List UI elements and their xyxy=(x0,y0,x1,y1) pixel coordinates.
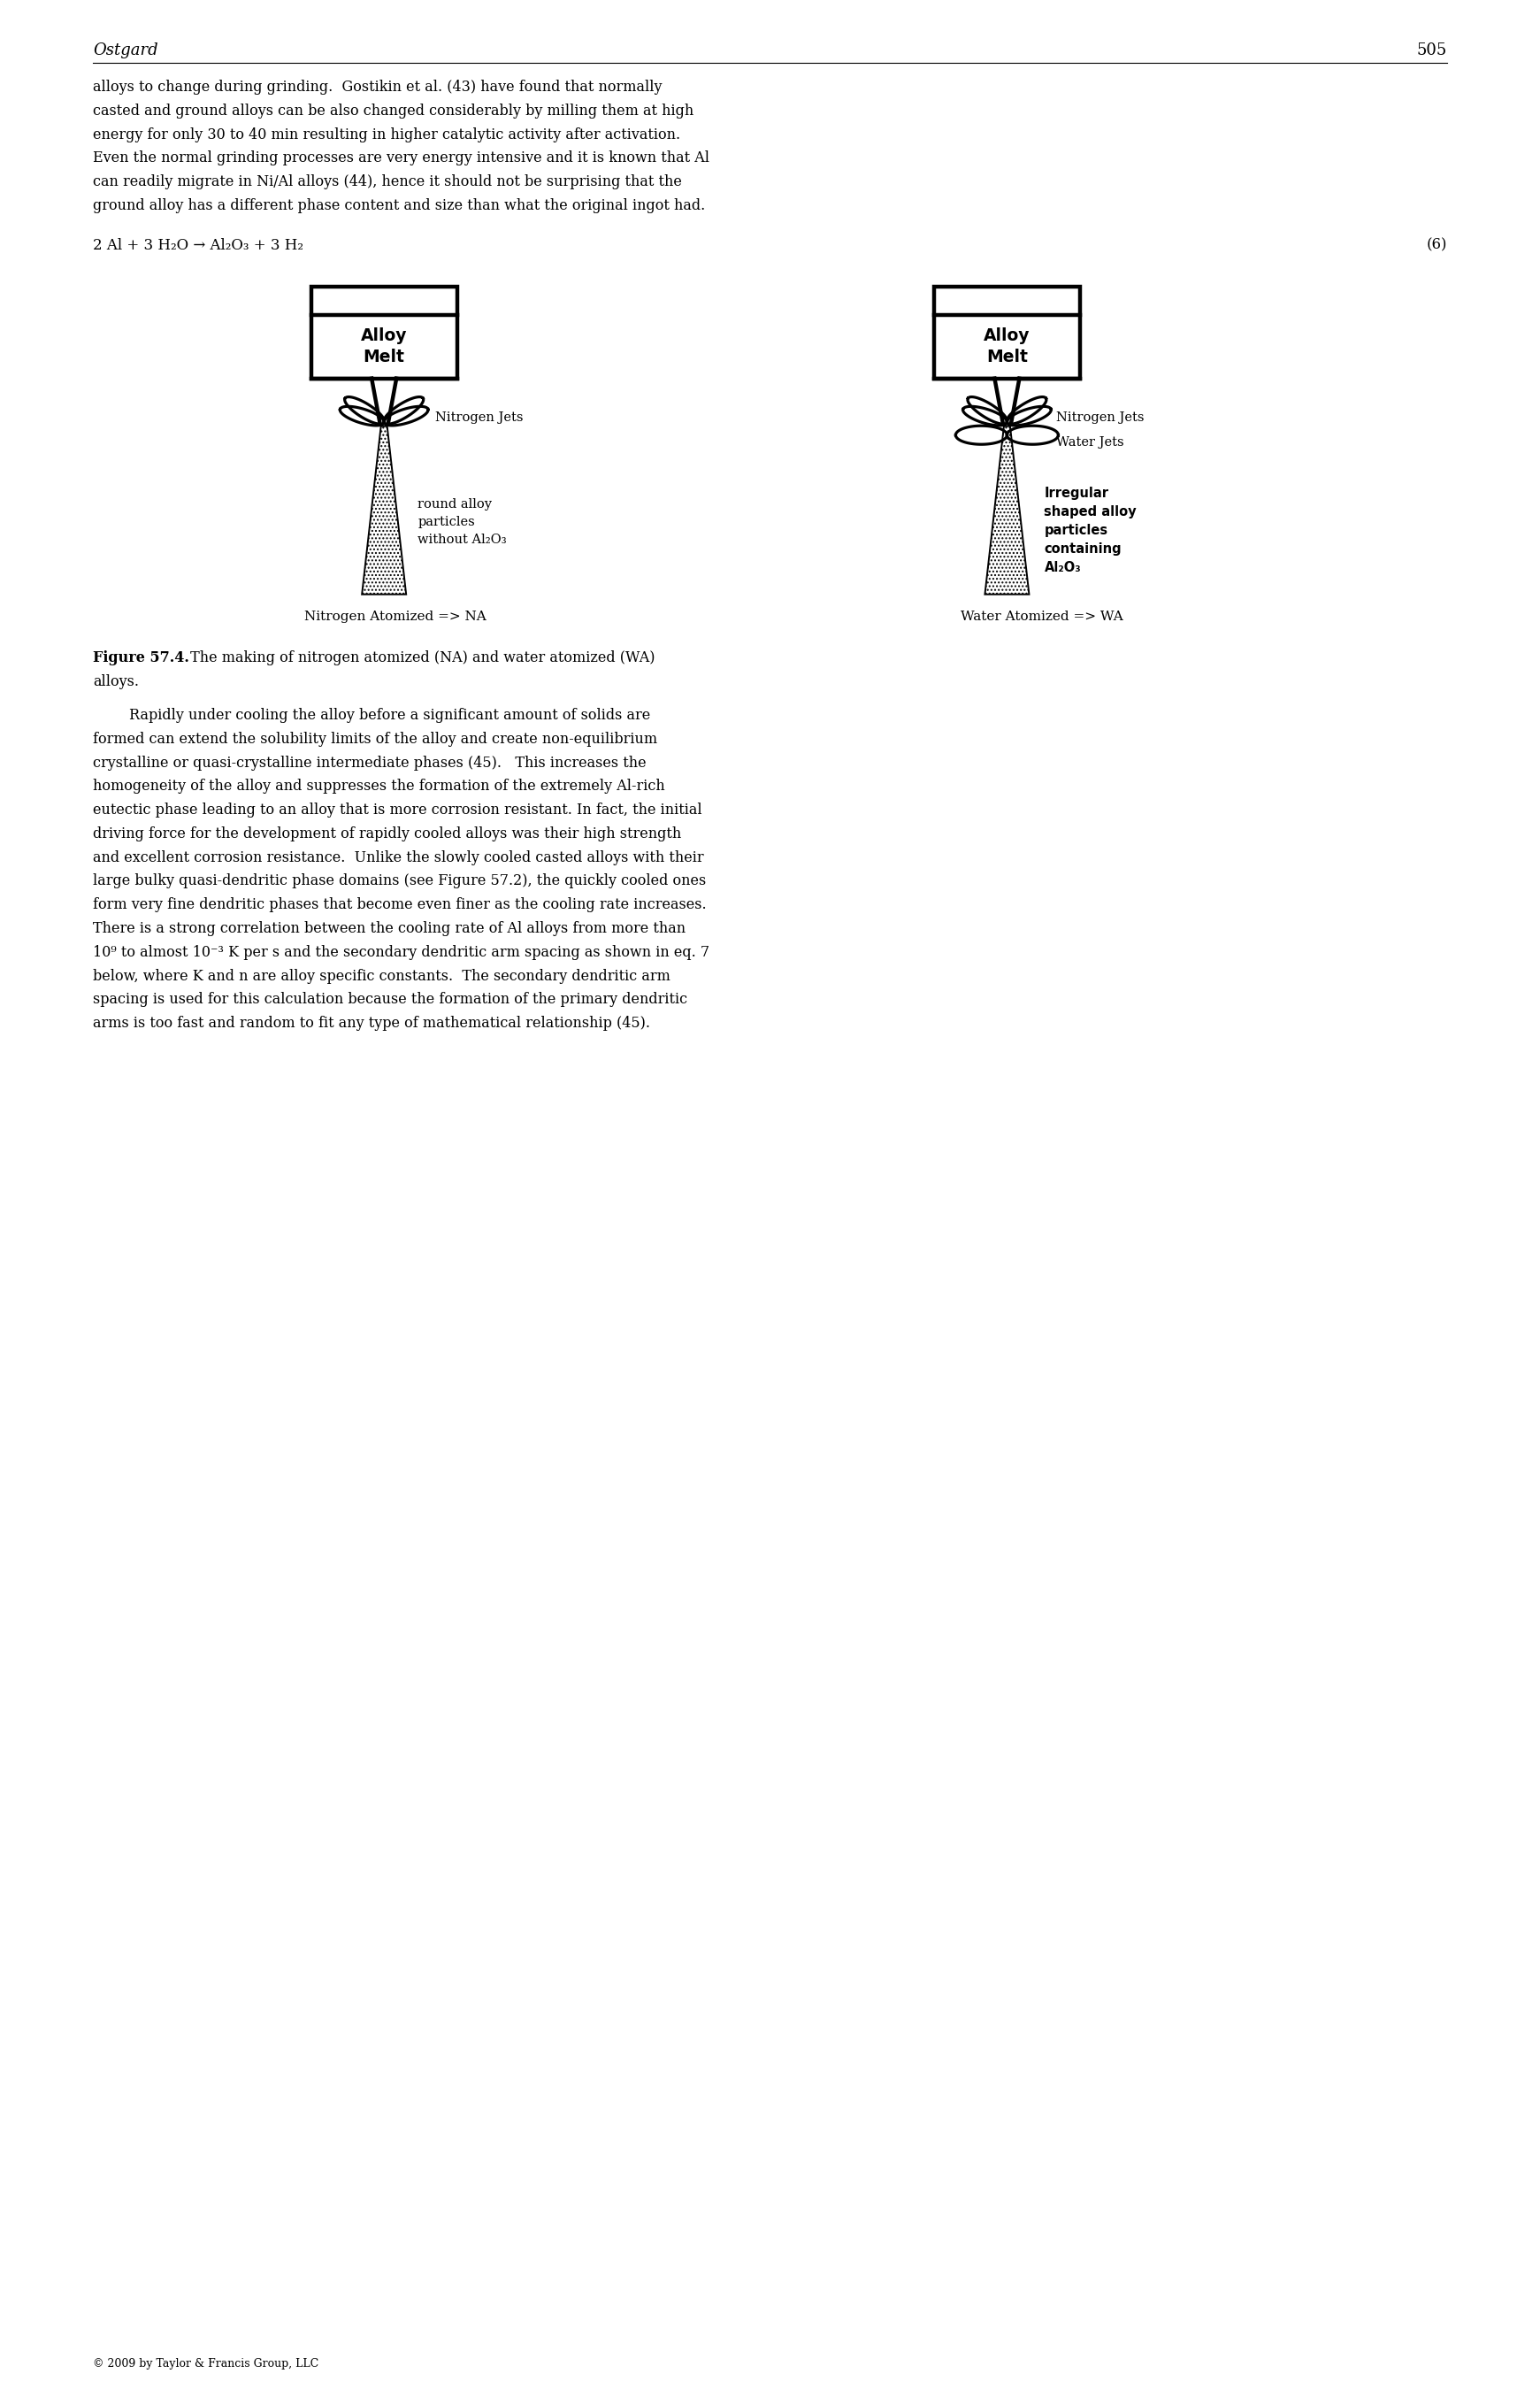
Text: Ostgard: Ostgard xyxy=(92,43,159,57)
Text: casted and ground alloys can be also changed considerably by milling them at hig: casted and ground alloys can be also cha… xyxy=(92,103,693,119)
Text: (6): (6) xyxy=(1426,239,1448,253)
Text: eutectic phase leading to an alloy that is more corrosion resistant. In fact, th: eutectic phase leading to an alloy that … xyxy=(92,803,702,817)
Text: Water Atomized => WA: Water Atomized => WA xyxy=(961,609,1124,624)
Text: Even the normal grinding processes are very energy intensive and it is known tha: Even the normal grinding processes are v… xyxy=(92,151,710,165)
Text: Nitrogen Jets: Nitrogen Jets xyxy=(1056,411,1144,423)
Text: driving force for the development of rapidly cooled alloys was their high streng: driving force for the development of rap… xyxy=(92,827,681,841)
Text: below, where K and n are alloy specific constants.  The secondary dendritic arm: below, where K and n are alloy specific … xyxy=(92,968,670,984)
Text: energy for only 30 to 40 min resulting in higher catalytic activity after activa: energy for only 30 to 40 min resulting i… xyxy=(92,127,681,141)
Text: 2 Al + 3 H₂O → Al₂O₃ + 3 H₂: 2 Al + 3 H₂O → Al₂O₃ + 3 H₂ xyxy=(92,239,303,253)
Text: Nitrogen Atomized => NA: Nitrogen Atomized => NA xyxy=(305,609,487,624)
Text: crystalline or quasi-crystalline intermediate phases (45).   This increases the: crystalline or quasi-crystalline interme… xyxy=(92,755,647,769)
Text: ground alloy has a different phase content and size than what the original ingot: ground alloy has a different phase conte… xyxy=(92,198,705,213)
Text: and excellent corrosion resistance.  Unlike the slowly cooled casted alloys with: and excellent corrosion resistance. Unli… xyxy=(92,850,704,865)
Text: Alloy
Melt: Alloy Melt xyxy=(984,327,1030,366)
Text: Water Jets: Water Jets xyxy=(1056,435,1124,449)
Text: spacing is used for this calculation because the formation of the primary dendri: spacing is used for this calculation bec… xyxy=(92,991,687,1008)
Text: large bulky quasi-dendritic phase domains (see Figure 57.2), the quickly cooled : large bulky quasi-dendritic phase domain… xyxy=(92,874,707,889)
Text: alloys.: alloys. xyxy=(92,674,139,690)
Text: Nitrogen Jets: Nitrogen Jets xyxy=(436,411,524,423)
Bar xyxy=(311,287,457,377)
Text: Figure 57.4.: Figure 57.4. xyxy=(92,650,189,664)
Text: The making of nitrogen atomized (NA) and water atomized (WA): The making of nitrogen atomized (NA) and… xyxy=(186,650,654,664)
Text: Rapidly under cooling the alloy before a significant amount of solids are: Rapidly under cooling the alloy before a… xyxy=(92,707,650,724)
Text: 505: 505 xyxy=(1417,43,1448,57)
Text: alloys to change during grinding.  Gostikin et al. (43) have found that normally: alloys to change during grinding. Gostik… xyxy=(92,79,662,96)
Text: homogeneity of the alloy and suppresses the formation of the extremely Al-rich: homogeneity of the alloy and suppresses … xyxy=(92,779,665,793)
Text: can readily migrate in Ni/Al alloys (44), hence it should not be surprising that: can readily migrate in Ni/Al alloys (44)… xyxy=(92,174,682,189)
Text: Irregular
shaped alloy
particles
containing
Al₂O₃: Irregular shaped alloy particles contain… xyxy=(1044,487,1137,573)
Text: © 2009 by Taylor & Francis Group, LLC: © 2009 by Taylor & Francis Group, LLC xyxy=(92,2358,319,2370)
Text: There is a strong correlation between the cooling rate of Al alloys from more th: There is a strong correlation between th… xyxy=(92,922,685,936)
Text: round alloy
particles
without Al₂O₃: round alloy particles without Al₂O₃ xyxy=(417,497,507,545)
Text: formed can extend the solubility limits of the alloy and create non-equilibrium: formed can extend the solubility limits … xyxy=(92,731,658,748)
Text: 10⁹ to almost 10⁻³ K per s and the secondary dendritic arm spacing as shown in e: 10⁹ to almost 10⁻³ K per s and the secon… xyxy=(92,944,710,960)
Text: Alloy
Melt: Alloy Melt xyxy=(360,327,407,366)
Bar xyxy=(935,287,1080,377)
Text: form very fine dendritic phases that become even finer as the cooling rate incre: form very fine dendritic phases that bec… xyxy=(92,898,707,913)
Text: arms is too fast and random to fit any type of mathematical relationship (45).: arms is too fast and random to fit any t… xyxy=(92,1015,650,1032)
